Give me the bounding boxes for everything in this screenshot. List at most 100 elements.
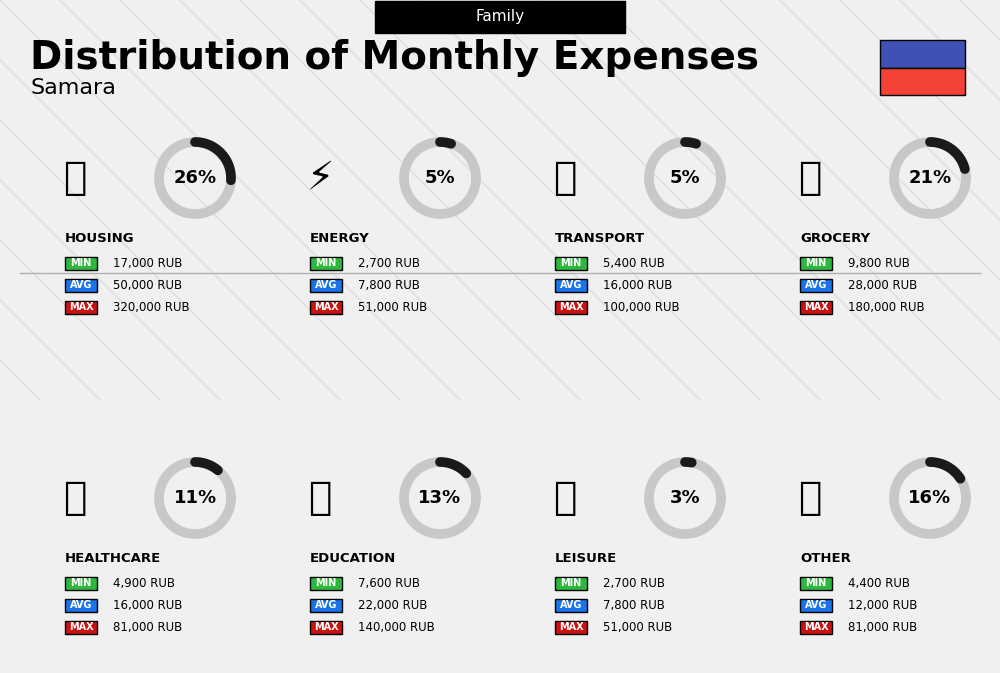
Text: 🛒: 🛒	[798, 159, 822, 197]
Text: Distribution of Monthly Expenses: Distribution of Monthly Expenses	[30, 39, 759, 77]
Text: MAX: MAX	[314, 302, 338, 312]
Text: 7,600 RUB: 7,600 RUB	[358, 577, 420, 590]
FancyBboxPatch shape	[65, 301, 97, 314]
Text: 12,000 RUB: 12,000 RUB	[848, 598, 917, 612]
Text: HEALTHCARE: HEALTHCARE	[65, 551, 161, 565]
FancyBboxPatch shape	[375, 1, 625, 33]
Text: 4,400 RUB: 4,400 RUB	[848, 577, 910, 590]
Text: 🚌: 🚌	[553, 159, 577, 197]
Text: 2,700 RUB: 2,700 RUB	[358, 256, 420, 269]
Text: 5,400 RUB: 5,400 RUB	[603, 256, 665, 269]
Text: MIN: MIN	[805, 578, 827, 588]
Text: ⚡: ⚡	[306, 159, 334, 197]
Text: 5%: 5%	[425, 169, 455, 187]
Text: 7,800 RUB: 7,800 RUB	[358, 279, 420, 291]
Text: Family: Family	[475, 9, 525, 24]
Text: AVG: AVG	[560, 600, 582, 610]
Text: MIN: MIN	[805, 258, 827, 268]
Text: OTHER: OTHER	[800, 551, 851, 565]
Text: 9,800 RUB: 9,800 RUB	[848, 256, 910, 269]
Text: HOUSING: HOUSING	[65, 232, 135, 244]
Text: 17,000 RUB: 17,000 RUB	[113, 256, 182, 269]
FancyBboxPatch shape	[880, 40, 965, 67]
Text: 140,000 RUB: 140,000 RUB	[358, 621, 435, 633]
Text: GROCERY: GROCERY	[800, 232, 870, 244]
Text: 7,800 RUB: 7,800 RUB	[603, 598, 665, 612]
FancyBboxPatch shape	[555, 301, 587, 314]
FancyBboxPatch shape	[800, 301, 832, 314]
Text: 2,700 RUB: 2,700 RUB	[603, 577, 665, 590]
Text: 28,000 RUB: 28,000 RUB	[848, 279, 917, 291]
Text: 🎓: 🎓	[308, 479, 332, 517]
Text: 16%: 16%	[908, 489, 952, 507]
Text: 22,000 RUB: 22,000 RUB	[358, 598, 427, 612]
Text: 180,000 RUB: 180,000 RUB	[848, 301, 925, 314]
Text: TRANSPORT: TRANSPORT	[555, 232, 645, 244]
Text: MAX: MAX	[314, 622, 338, 632]
Text: MIN: MIN	[315, 258, 337, 268]
Text: MAX: MAX	[559, 302, 583, 312]
Text: MIN: MIN	[70, 578, 92, 588]
Text: AVG: AVG	[805, 600, 827, 610]
Text: AVG: AVG	[805, 280, 827, 290]
FancyBboxPatch shape	[800, 598, 832, 612]
Text: 50,000 RUB: 50,000 RUB	[113, 279, 182, 291]
Text: AVG: AVG	[315, 280, 337, 290]
Text: 100,000 RUB: 100,000 RUB	[603, 301, 680, 314]
Text: 51,000 RUB: 51,000 RUB	[603, 621, 672, 633]
Text: 🏥: 🏥	[63, 479, 87, 517]
Text: 16,000 RUB: 16,000 RUB	[113, 598, 182, 612]
Text: MAX: MAX	[559, 622, 583, 632]
FancyBboxPatch shape	[800, 577, 832, 590]
FancyBboxPatch shape	[800, 621, 832, 633]
Text: MAX: MAX	[69, 302, 93, 312]
Text: 5%: 5%	[670, 169, 700, 187]
FancyBboxPatch shape	[555, 577, 587, 590]
Text: 81,000 RUB: 81,000 RUB	[848, 621, 917, 633]
Text: AVG: AVG	[70, 280, 92, 290]
Text: 51,000 RUB: 51,000 RUB	[358, 301, 427, 314]
Text: Samara: Samara	[30, 78, 116, 98]
FancyBboxPatch shape	[310, 279, 342, 291]
FancyBboxPatch shape	[310, 621, 342, 633]
FancyBboxPatch shape	[555, 256, 587, 269]
FancyBboxPatch shape	[65, 598, 97, 612]
Text: 👜: 👜	[798, 479, 822, 517]
FancyBboxPatch shape	[310, 256, 342, 269]
FancyBboxPatch shape	[555, 598, 587, 612]
Text: MIN: MIN	[315, 578, 337, 588]
FancyBboxPatch shape	[310, 598, 342, 612]
Text: AVG: AVG	[315, 600, 337, 610]
FancyBboxPatch shape	[65, 279, 97, 291]
Text: 13%: 13%	[418, 489, 462, 507]
Text: MIN: MIN	[560, 258, 582, 268]
Text: 16,000 RUB: 16,000 RUB	[603, 279, 672, 291]
Text: 3%: 3%	[670, 489, 700, 507]
Text: 🛍: 🛍	[553, 479, 577, 517]
FancyBboxPatch shape	[800, 279, 832, 291]
Text: 21%: 21%	[908, 169, 952, 187]
Text: MIN: MIN	[70, 258, 92, 268]
Text: MAX: MAX	[804, 302, 828, 312]
Text: 81,000 RUB: 81,000 RUB	[113, 621, 182, 633]
FancyBboxPatch shape	[65, 256, 97, 269]
Text: 26%: 26%	[173, 169, 217, 187]
FancyBboxPatch shape	[555, 621, 587, 633]
Text: AVG: AVG	[560, 280, 582, 290]
FancyBboxPatch shape	[555, 279, 587, 291]
Text: MAX: MAX	[69, 622, 93, 632]
Text: MIN: MIN	[560, 578, 582, 588]
Text: EDUCATION: EDUCATION	[310, 551, 396, 565]
Text: ENERGY: ENERGY	[310, 232, 370, 244]
FancyBboxPatch shape	[310, 301, 342, 314]
Text: AVG: AVG	[70, 600, 92, 610]
FancyBboxPatch shape	[800, 256, 832, 269]
Text: MAX: MAX	[804, 622, 828, 632]
FancyBboxPatch shape	[880, 67, 965, 95]
Text: 4,900 RUB: 4,900 RUB	[113, 577, 175, 590]
Text: 320,000 RUB: 320,000 RUB	[113, 301, 190, 314]
FancyBboxPatch shape	[310, 577, 342, 590]
FancyBboxPatch shape	[65, 621, 97, 633]
Text: LEISURE: LEISURE	[555, 551, 617, 565]
Text: 🏢: 🏢	[63, 159, 87, 197]
